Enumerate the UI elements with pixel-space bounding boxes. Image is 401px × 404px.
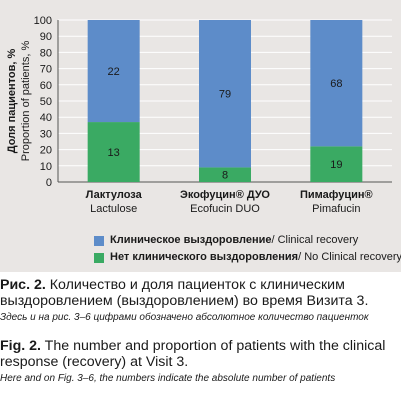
y-tick-label-90: 90 bbox=[40, 31, 52, 43]
y-tick-label-100: 100 bbox=[34, 15, 52, 27]
y-tick-label-20: 20 bbox=[40, 145, 52, 157]
bar-segment-clinical-0 bbox=[87, 20, 140, 123]
caption-en-text: The number and proportion of patients wi… bbox=[0, 338, 386, 370]
bar-segment-clinical-1 bbox=[199, 20, 251, 168]
caption-ru-note: Здесь и на рис. 3–6 цифрами обозначено а… bbox=[0, 312, 369, 323]
y-tick-label-0: 0 bbox=[46, 177, 52, 189]
x-tick-label-ru-1: Экофуцин® ДУО bbox=[180, 189, 270, 201]
x-tick-label-en-2: Pimafucin bbox=[312, 203, 360, 215]
y-tick-label-10: 10 bbox=[40, 161, 52, 173]
data-label-no-clinical-1: 8 bbox=[222, 170, 228, 182]
y-tick-label-30: 30 bbox=[40, 128, 52, 140]
y-axis-title-ru: Доля пациентов, % bbox=[6, 49, 18, 154]
legend-swatch-no-clinical-recovery bbox=[94, 252, 104, 263]
data-label-no-clinical-2: 19 bbox=[330, 159, 342, 171]
y-tick-label-80: 80 bbox=[40, 47, 52, 59]
y-tick-label-50: 50 bbox=[40, 96, 52, 108]
legend-item-clinical-recovery: Клиническое выздоровление / Clinical rec… bbox=[94, 232, 401, 249]
data-label-clinical-0: 22 bbox=[108, 66, 120, 78]
figure-captions: Рис. 2. Количество и доля пациенток с кл… bbox=[0, 277, 401, 385]
caption-en-note: Here and on Fig. 3–6, the numbers indica… bbox=[0, 373, 336, 384]
x-tick-label-en-1: Ecofucin DUO bbox=[190, 203, 260, 215]
x-tick-label-ru-2: Пимафуцин® bbox=[300, 189, 373, 201]
chart-panel: 0 10 20 30 40 50 60 70 80 90 100 Доля пациентов, % P… bbox=[0, 0, 401, 272]
data-label-clinical-1: 79 bbox=[219, 89, 231, 101]
legend-label-no-clinical-ru: Нет клинического выздоровления bbox=[110, 251, 299, 263]
data-label-clinical-2: 68 bbox=[330, 78, 342, 90]
bar-segment-no-clinical-0 bbox=[87, 122, 140, 182]
caption-en-label: Fig. 2. bbox=[0, 338, 41, 354]
y-tick-label-70: 70 bbox=[40, 64, 52, 76]
x-tick-label-en-0: Lactulose bbox=[90, 203, 137, 215]
bar-segment-no-clinical-1 bbox=[199, 167, 251, 182]
data-label-no-clinical-0: 13 bbox=[108, 147, 120, 159]
caption-ru: Рис. 2. Количество и доля пациенток с кл… bbox=[0, 277, 401, 309]
legend-label-no-clinical-en: / No Clinical recovery bbox=[298, 251, 401, 263]
y-axis-title-en: Proportion of patients, % bbox=[20, 41, 32, 162]
legend-label-clinical-en: / Clinical recovery bbox=[271, 234, 359, 246]
bar-segment-no-clinical-2 bbox=[310, 146, 363, 182]
chart-legend: Клиническое выздоровление / Clinical rec… bbox=[94, 232, 401, 266]
legend-item-no-clinical-recovery: Нет клинического выздоровления / No Clin… bbox=[94, 249, 401, 266]
caption-en: Fig. 2. The number and proportion of pat… bbox=[0, 338, 401, 370]
caption-ru-label: Рис. 2. bbox=[0, 277, 46, 293]
x-tick-label-ru-0: Лактулоза bbox=[86, 189, 143, 201]
y-tick-label-40: 40 bbox=[40, 112, 52, 124]
legend-label-clinical-ru: Клиническое выздоровление bbox=[110, 234, 272, 246]
y-tick-label-60: 60 bbox=[40, 80, 52, 92]
legend-swatch-clinical-recovery bbox=[94, 235, 104, 246]
bar-segment-clinical-2 bbox=[310, 20, 363, 147]
caption-ru-text: Количество и доля пациенток с клинически… bbox=[0, 277, 369, 309]
